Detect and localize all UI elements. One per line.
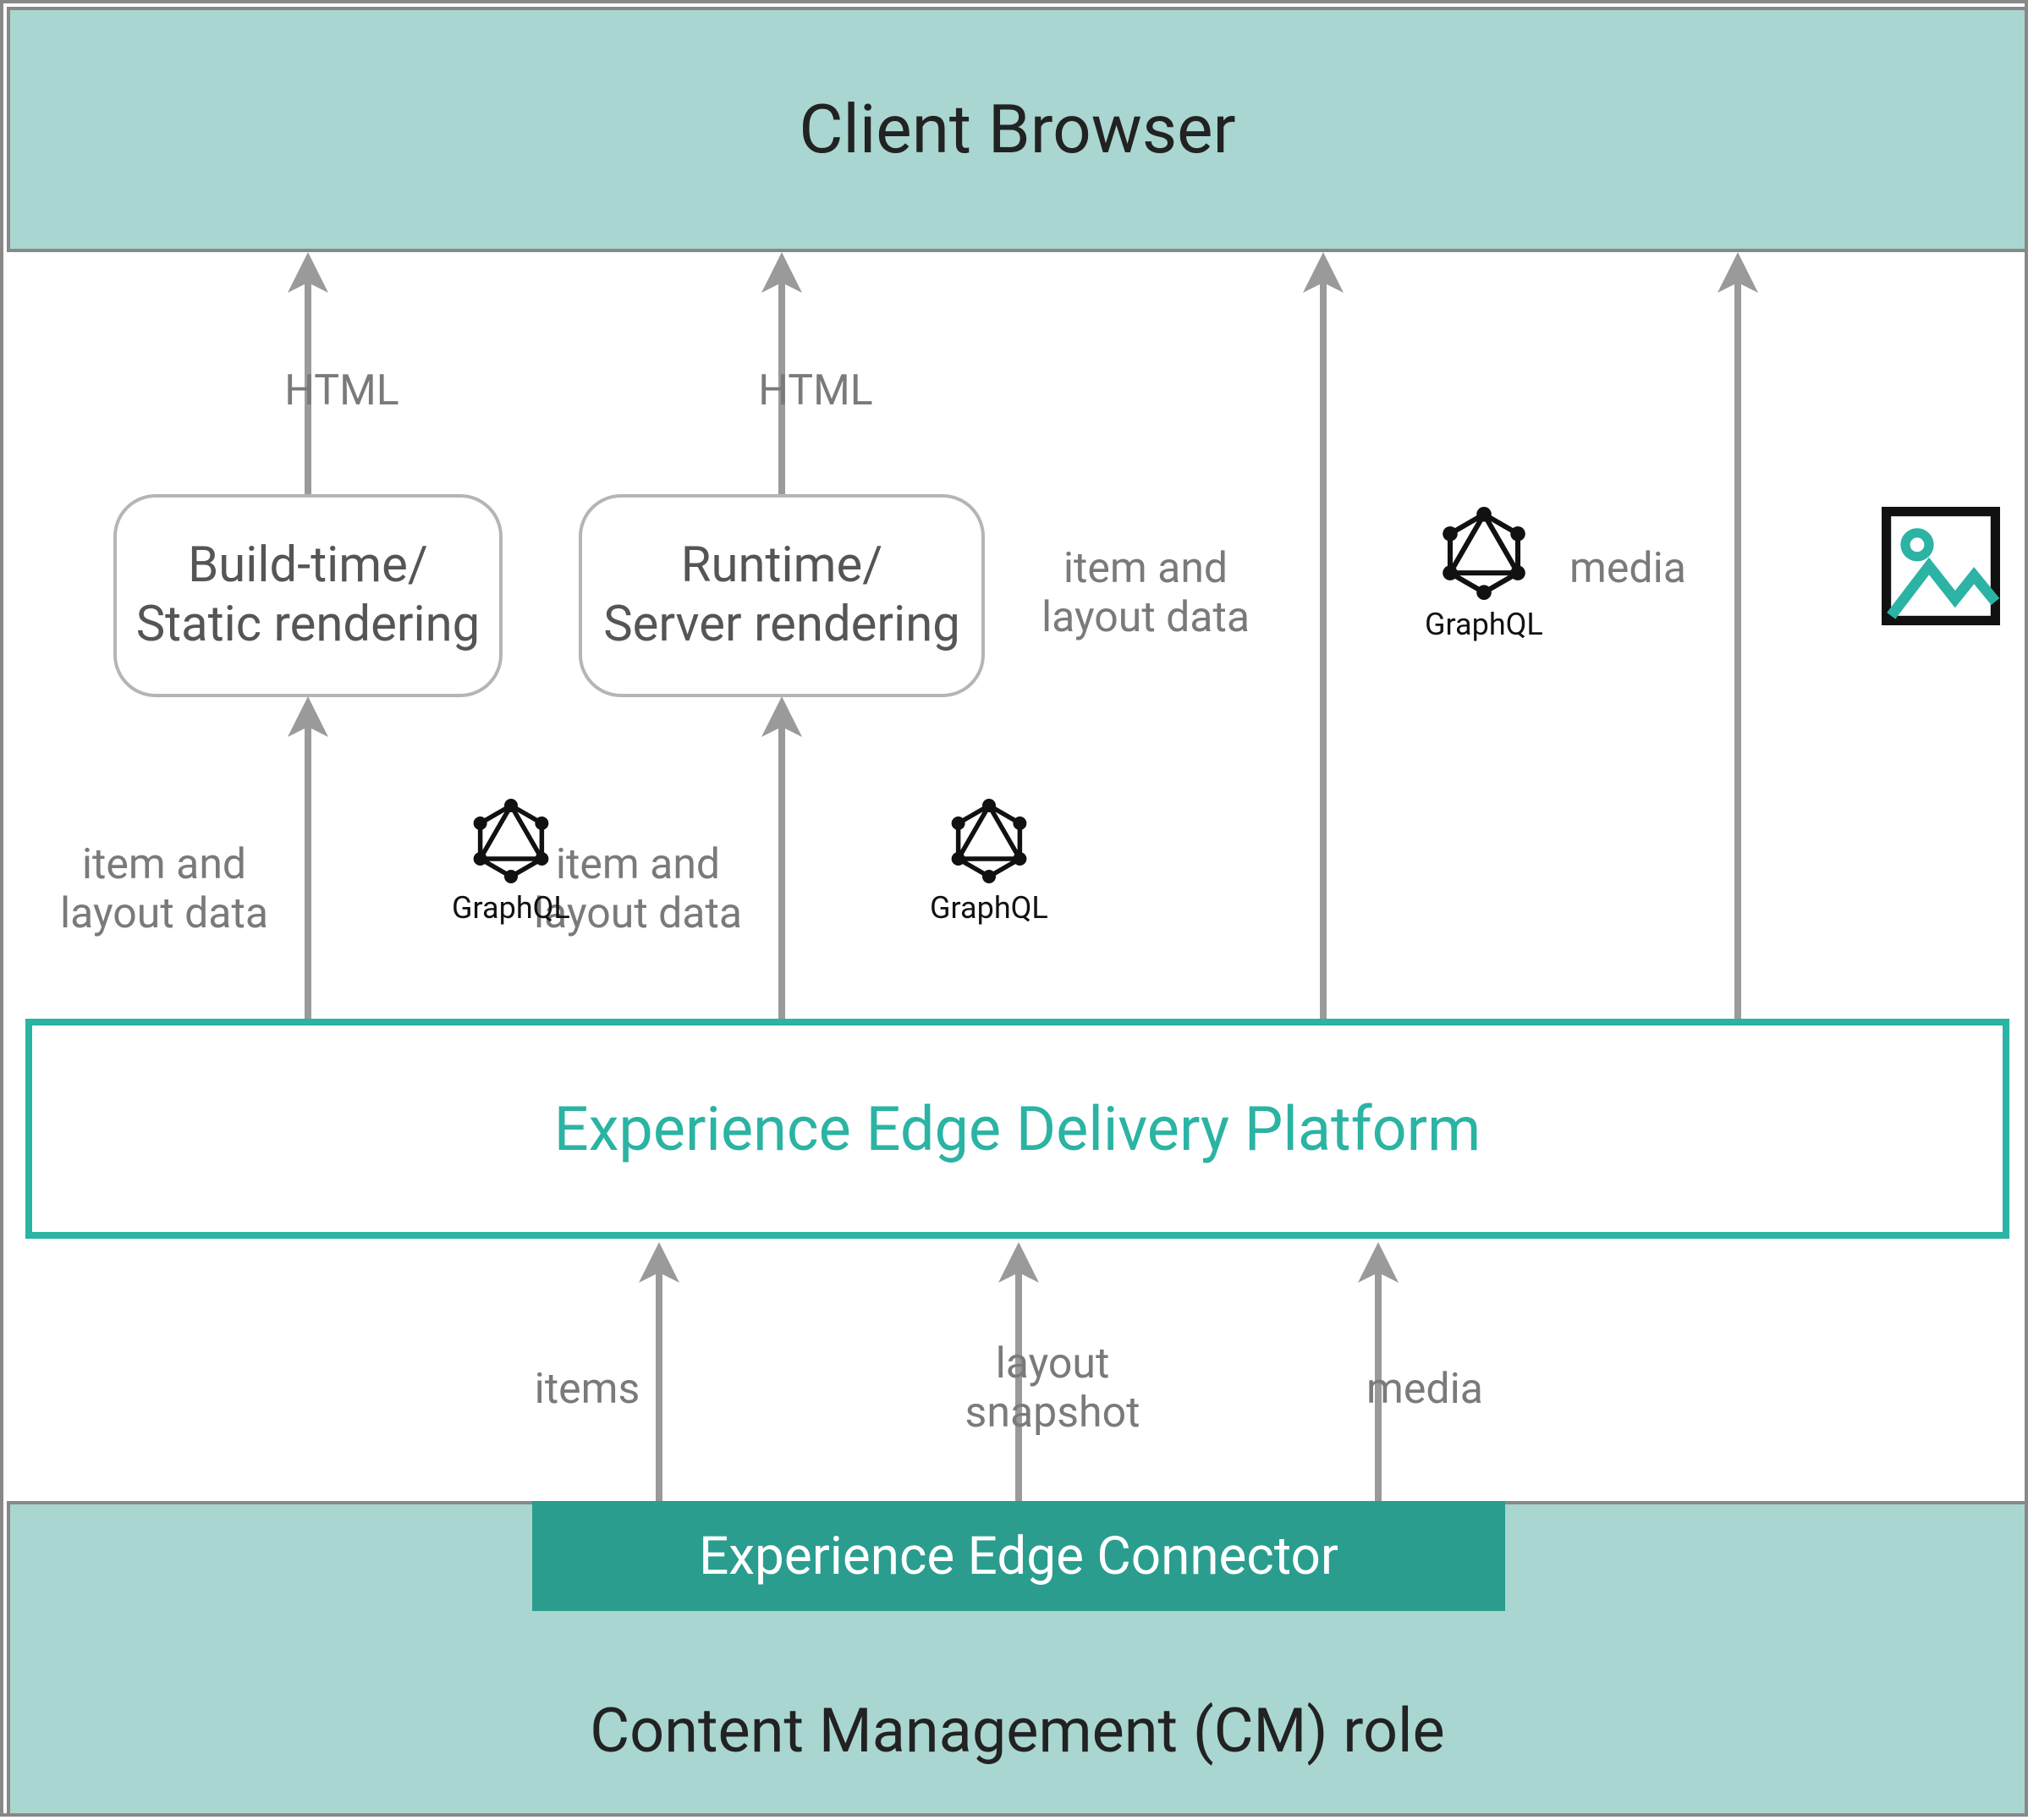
text-line: snapshot	[965, 1389, 1140, 1438]
text-line: item and	[82, 841, 246, 890]
graphql-icon: GraphQL	[930, 799, 1048, 926]
node-connector-label: Experience Edge Connector	[699, 1526, 1338, 1587]
arrow-label-connector_items: items	[469, 1366, 706, 1415]
graphql-icon: GraphQL	[1425, 507, 1543, 642]
text-line: Static rendering	[136, 596, 481, 655]
node-build-time: Build-time/ Static rendering	[113, 494, 503, 697]
node-connector: Experience Edge Connector	[532, 1501, 1505, 1611]
node-client-browser: Client Browser	[7, 7, 2028, 252]
image-icon	[1882, 507, 2000, 629]
arrow-label-runtime_to_browser: HTML	[697, 367, 934, 416]
text-line: layout data	[1041, 594, 1250, 643]
arrow-label-platform_to_browser_media: media	[1509, 545, 1746, 594]
graphql-caption: GraphQL	[1425, 607, 1543, 642]
node-platform-label: Experience Edge Delivery Platform	[554, 1093, 1481, 1165]
arrow-label-build_to_browser: HTML	[223, 367, 460, 416]
arrow-label-connector_media: media	[1306, 1366, 1543, 1415]
graphql-icon: GraphQL	[452, 799, 570, 926]
node-client-browser-label: Client Browser	[799, 90, 1235, 169]
text-line: Runtime/	[603, 536, 960, 596]
graphql-caption: GraphQL	[452, 890, 570, 926]
text-line: item and	[1063, 545, 1228, 594]
text-line: layout data	[60, 890, 268, 939]
text-line: layout	[996, 1340, 1110, 1389]
graphql-caption: GraphQL	[930, 890, 1048, 926]
arrow-label-platform_to_build: item andlayout data	[46, 841, 283, 938]
node-platform: Experience Edge Delivery Platform	[25, 1019, 2009, 1239]
diagram-canvas: Content Management (CM) role Experience …	[0, 0, 2028, 1817]
node-cm-role-label: Content Management (CM) role	[10, 1695, 2025, 1767]
node-runtime: Runtime/ Server rendering	[579, 494, 985, 697]
text-line: Build-time/	[136, 536, 481, 596]
node-runtime-label: Runtime/ Server rendering	[603, 536, 960, 654]
arrow-label-platform_to_browser_data: item andlayout data	[1027, 545, 1264, 642]
arrow-label-connector_layout: layoutsnapshot	[934, 1340, 1171, 1438]
node-build-time-label: Build-time/ Static rendering	[136, 536, 481, 654]
text-line: item and	[556, 841, 720, 890]
text-line: Server rendering	[603, 596, 960, 655]
